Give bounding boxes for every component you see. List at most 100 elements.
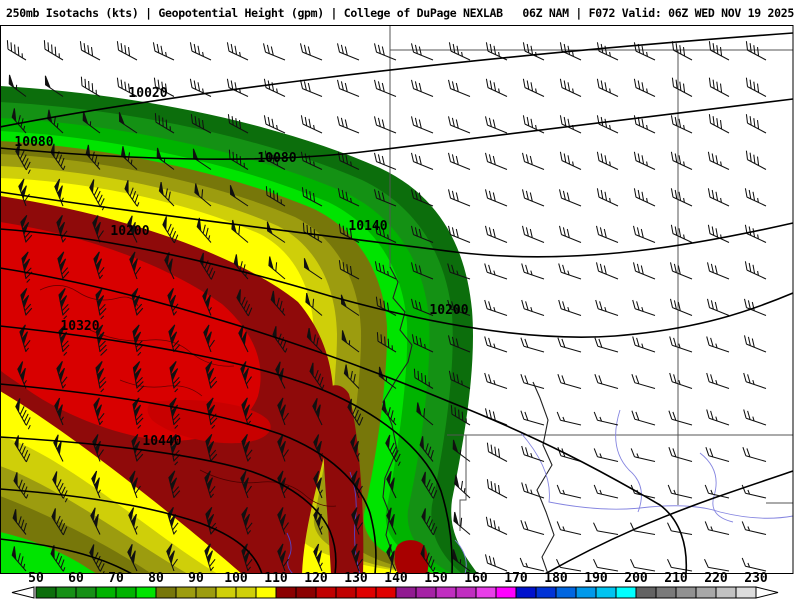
- isotach-fill-layer: [0, 86, 478, 574]
- wind-barb-icon: [241, 397, 253, 426]
- wind-barb-icon: [667, 484, 693, 499]
- wind-barb-icon: [410, 298, 434, 316]
- wind-barb-icon: [92, 215, 104, 243]
- wind-barb-icon: [386, 544, 397, 572]
- wind-barb-icon: [632, 336, 656, 353]
- wind-barb-icon: [313, 470, 323, 499]
- height-contour-10080: [0, 98, 794, 160]
- wind-barb-icon: [556, 411, 582, 426]
- wind-barb-layer: [6, 40, 767, 574]
- title-left: 250mb Isotachs (kts) | Geopotential Heig…: [6, 5, 503, 20]
- wind-barb-icon: [343, 364, 360, 389]
- river: [615, 409, 642, 513]
- wind-barb-icon: [595, 225, 619, 243]
- height-contour-10440: [0, 436, 337, 574]
- wind-barb-icon: [708, 77, 730, 97]
- wind-barb-icon: [127, 544, 138, 572]
- wind-barb-icon: [205, 433, 218, 462]
- wind-barb-icon: [556, 484, 582, 499]
- wind-barb-icon: [410, 189, 434, 207]
- colorbar-tick: 80: [148, 571, 164, 586]
- wind-barb-icon: [558, 225, 582, 243]
- wind-barb-icon: [20, 214, 33, 243]
- wind-barb-icon: [202, 288, 212, 316]
- wind-barb-icon: [519, 557, 545, 572]
- wind-barb-icon: [706, 409, 730, 426]
- wind-barb-icon: [484, 408, 508, 426]
- wind-barb-icon: [706, 372, 730, 389]
- wind-barb-icon: [447, 189, 471, 207]
- wind-barb-icon: [12, 509, 27, 535]
- wind-barb-icon: [447, 79, 471, 97]
- colorbar-segment: [315, 586, 337, 599]
- wind-barb-icon: [484, 263, 508, 280]
- colorbar-segment: [515, 586, 537, 599]
- wind-barb-icon: [559, 115, 582, 134]
- wind-barb-icon: [559, 42, 582, 61]
- wind-barb-icon: [520, 520, 545, 536]
- wind-barb-icon: [15, 398, 31, 430]
- wind-barb-icon: [421, 508, 438, 536]
- wind-barb-icon: [14, 435, 31, 463]
- contour-label: 10080: [14, 135, 53, 150]
- wind-barb-icon: [595, 262, 619, 280]
- wind-barb-icon: [194, 183, 212, 207]
- wind-barb-icon: [484, 116, 508, 134]
- contour-label: 10020: [128, 86, 167, 101]
- wind-barb-icon: [227, 114, 249, 134]
- wind-barb-icon: [594, 337, 619, 353]
- wind-barb-icon: [521, 152, 545, 170]
- colorbar-tick: 180: [544, 571, 568, 586]
- height-contour-10380: [0, 383, 377, 574]
- river: [699, 452, 734, 523]
- wind-barb-icon: [410, 225, 434, 243]
- wind-barb-icon: [447, 263, 471, 280]
- wind-barb-icon: [374, 261, 397, 280]
- wind-barb-icon: [15, 142, 31, 174]
- wind-barb-icon: [341, 330, 360, 353]
- contour-label: 10440: [142, 434, 181, 449]
- contour-label: 10320: [60, 319, 99, 334]
- wind-barb-icon: [128, 507, 138, 535]
- wind-barb-icon: [557, 337, 582, 353]
- wind-barb-icon: [52, 471, 68, 503]
- colorbar-segment: [395, 586, 417, 599]
- wind-barb-icon: [262, 43, 286, 61]
- wind-barb-icon: [169, 397, 181, 429]
- wind-barb-icon: [236, 289, 253, 317]
- wind-barb-icon: [558, 189, 582, 207]
- wind-barb-icon: [266, 221, 286, 243]
- colorbar-segment: [415, 586, 437, 599]
- wind-barb-icon: [484, 554, 508, 572]
- wind-barb-icon: [132, 397, 144, 429]
- wind-barb-icon: [189, 42, 212, 61]
- wind-barb-icon: [336, 43, 360, 61]
- wind-barb-icon: [299, 43, 323, 61]
- wind-barb-icon: [337, 151, 360, 170]
- wind-barb-icon: [93, 397, 105, 426]
- colorbar-segment: [35, 586, 57, 599]
- wind-barb-icon: [706, 262, 730, 280]
- wind-barb-icon: [56, 360, 68, 389]
- wind-barb-icon: [158, 182, 175, 207]
- colorbar-segment: [355, 586, 377, 599]
- wind-barb-icon: [484, 225, 508, 243]
- wind-barb-icon: [558, 263, 582, 280]
- wind-barb-icon: [447, 116, 471, 134]
- wind-barb-icon: [381, 400, 397, 426]
- wind-barb-icon: [559, 151, 582, 170]
- wind-barb-icon: [277, 397, 289, 426]
- colorbar-tick: 100: [224, 571, 248, 586]
- wind-barb-icon: [484, 336, 508, 353]
- wind-barb-icon: [204, 470, 216, 499]
- contour-label: 10200: [429, 303, 468, 318]
- wind-barb-icon: [263, 78, 286, 97]
- colorbar-tick: 200: [624, 571, 648, 586]
- wind-barb-icon: [520, 410, 545, 426]
- wind-barb-icon: [593, 484, 619, 499]
- wind-barb-icon: [89, 179, 105, 211]
- colorbar-segment: [595, 586, 617, 599]
- wind-barb-icon: [205, 506, 218, 535]
- wind-barb-icon: [240, 470, 252, 499]
